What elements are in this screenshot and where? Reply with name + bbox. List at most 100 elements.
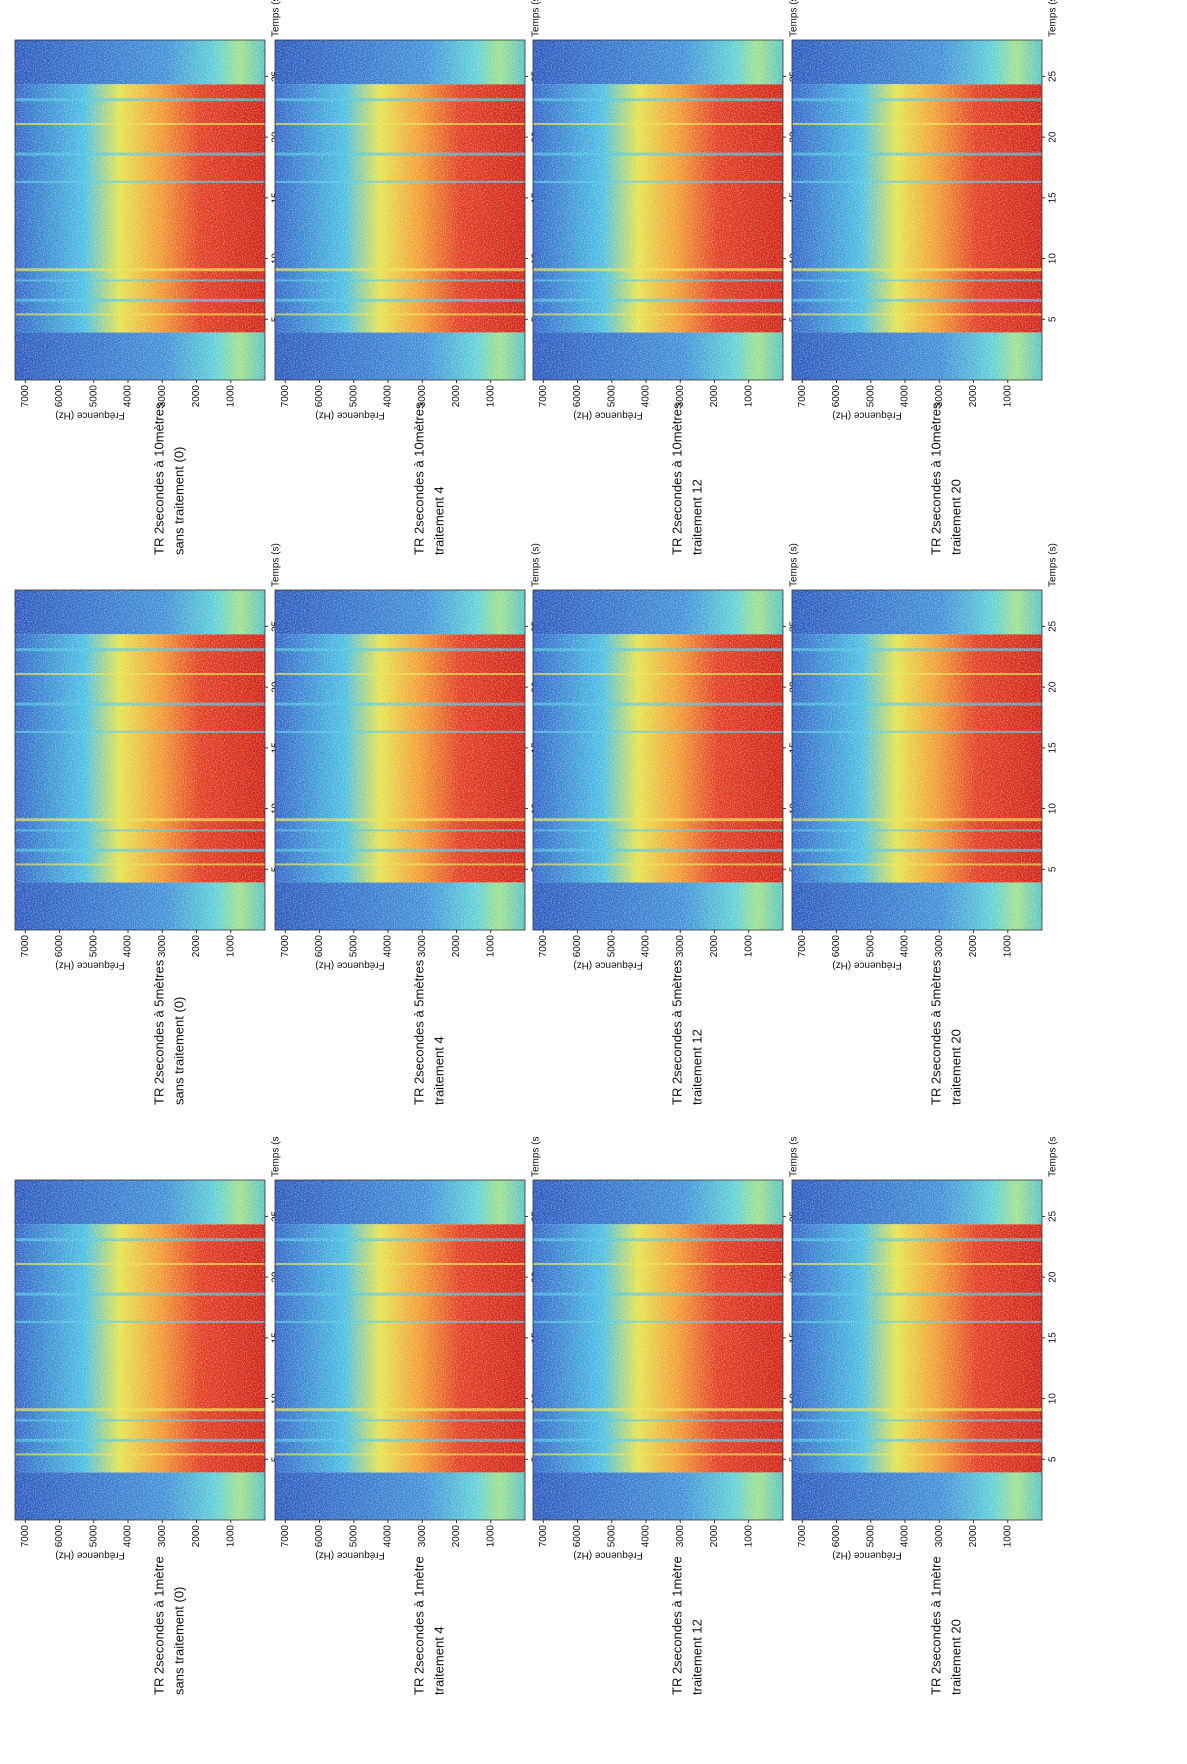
panel-caption: TR 2secondes à 10mètres — [411, 402, 426, 555]
panel-caption: TR 2secondes à 5mètres — [928, 959, 943, 1105]
y-tick-label: 3000 — [675, 1525, 686, 1548]
panel-caption: traitement 4 — [431, 1036, 446, 1105]
y-tick-label: 6000 — [572, 1525, 583, 1548]
y-tick-label: 3000 — [934, 385, 945, 408]
plot-frame — [532, 589, 784, 931]
spectrogram-panel: 7000600050004000300020001000510152025Tem… — [274, 0, 542, 555]
spectrogram-panel: 7000600050004000300020001000510152025Tem… — [14, 0, 282, 555]
y-axis-label: Fréquence (Hz) — [315, 959, 384, 970]
y-tick-label: 5000 — [865, 1525, 876, 1548]
y-tick-label: 5000 — [88, 385, 99, 408]
y-tick-label: 4000 — [641, 385, 652, 408]
x-axis-label: Temps (s — [531, 1136, 542, 1177]
spectrogram-noise — [15, 40, 265, 380]
y-tick-label: 5000 — [606, 935, 617, 958]
y-tick-label: 1000 — [485, 935, 496, 958]
y-tick-label: 2000 — [968, 935, 979, 958]
x-tick-label: 10 — [1048, 1393, 1059, 1405]
y-tick-label: 1000 — [485, 385, 496, 408]
plot-frame — [14, 589, 266, 931]
y-tick-label: 4000 — [900, 1525, 911, 1548]
spectrogram-panel: 7000600050004000300020001000510152025Tem… — [532, 0, 800, 555]
spectrogram-noise — [15, 590, 265, 930]
y-tick-label: 5000 — [606, 385, 617, 408]
y-tick-label: 2000 — [451, 1525, 462, 1548]
spectrogram-noise — [792, 40, 1042, 380]
panel-caption: sans traitement (0) — [171, 1587, 186, 1695]
y-tick-label: 6000 — [831, 385, 842, 408]
y-tick-label: 2000 — [709, 935, 720, 958]
panel-caption: TR 2secondes à 10mètres — [669, 402, 684, 555]
y-tick-label: 5000 — [865, 385, 876, 408]
y-tick-label: 7000 — [538, 385, 549, 408]
y-axis-label: Fréquence (Hz) — [55, 959, 124, 970]
x-axis-label: Temps (s) — [271, 0, 282, 37]
y-tick-label: 1000 — [1002, 385, 1013, 408]
y-axis-label: Fréquence (Hz) — [832, 409, 901, 420]
x-tick-label: 10 — [1048, 253, 1059, 265]
y-tick-label: 1000 — [1002, 1525, 1013, 1548]
x-axis-label: Temps (s) — [789, 543, 800, 587]
y-tick-label: 3000 — [417, 935, 428, 958]
y-axis-label: Fréquence (Hz) — [315, 1549, 384, 1560]
y-tick-label: 3000 — [157, 385, 168, 408]
y-tick-label: 4000 — [900, 935, 911, 958]
panel-caption: TR 2secondes à 5mètres — [669, 959, 684, 1105]
panel-caption: TR 2secondes à 5mètres — [151, 959, 166, 1105]
y-tick-label: 7000 — [797, 1525, 808, 1548]
spectrogram-panel: 7000600050004000300020001000510152025Tem… — [14, 543, 282, 1105]
y-axis-label: Fréquence (Hz) — [573, 959, 642, 970]
x-tick-label: 20 — [1048, 681, 1059, 693]
y-tick-label: 1000 — [743, 1525, 754, 1548]
plot-frame — [791, 39, 1043, 381]
panel-caption: traitement 12 — [689, 1029, 704, 1105]
x-axis-label: Temps (s — [271, 1136, 282, 1177]
y-axis-label: Fréquence (Hz) — [573, 409, 642, 420]
plot-frame — [532, 39, 784, 381]
spectrogram-panel: 7000600050004000300020001000510152025Tem… — [532, 543, 800, 1105]
panel-caption: TR 2secondes à 10mètres — [151, 402, 166, 555]
y-tick-label: 2000 — [191, 385, 202, 408]
plot-frame — [14, 1179, 266, 1521]
spectrogram-noise — [15, 1180, 265, 1520]
y-tick-label: 1000 — [225, 1525, 236, 1548]
y-tick-label: 7000 — [538, 1525, 549, 1548]
y-tick-label: 2000 — [191, 935, 202, 958]
y-tick-label: 6000 — [831, 1525, 842, 1548]
spectrogram-noise — [792, 590, 1042, 930]
y-tick-label: 2000 — [451, 385, 462, 408]
x-axis-label: Temps (s — [1048, 1136, 1059, 1177]
y-tick-label: 3000 — [675, 385, 686, 408]
y-tick-label: 1000 — [743, 385, 754, 408]
y-tick-label: 3000 — [417, 1525, 428, 1548]
x-tick-label: 25 — [1048, 70, 1059, 82]
y-tick-label: 1000 — [225, 385, 236, 408]
panel-caption: traitement 20 — [948, 1619, 963, 1695]
x-tick-label: 25 — [1048, 620, 1059, 632]
spectrogram-panel: 7000600050004000300020001000510152025Tem… — [14, 1136, 282, 1695]
y-axis-label: Fréquence (Hz) — [55, 409, 124, 420]
y-tick-label: 5000 — [865, 935, 876, 958]
y-tick-label: 5000 — [348, 1525, 359, 1548]
plot-frame — [274, 589, 526, 931]
spectrogram-noise — [275, 1180, 525, 1520]
y-tick-label: 1000 — [1002, 935, 1013, 958]
y-tick-label: 6000 — [54, 385, 65, 408]
spectrogram-panel: 7000600050004000300020001000510152025Tem… — [274, 1136, 542, 1695]
y-tick-label: 4000 — [123, 385, 134, 408]
y-tick-label: 7000 — [20, 385, 31, 408]
y-tick-label: 7000 — [20, 935, 31, 958]
plot-frame — [791, 589, 1043, 931]
plot-frame — [532, 1179, 784, 1521]
panel-caption: traitement 12 — [689, 1619, 704, 1695]
y-tick-label: 5000 — [348, 935, 359, 958]
spectrogram-panel: 7000600050004000300020001000510152025Tem… — [532, 1136, 800, 1695]
y-tick-label: 6000 — [572, 385, 583, 408]
y-axis-label: Fréquence (Hz) — [832, 1549, 901, 1560]
y-tick-label: 3000 — [157, 1525, 168, 1548]
